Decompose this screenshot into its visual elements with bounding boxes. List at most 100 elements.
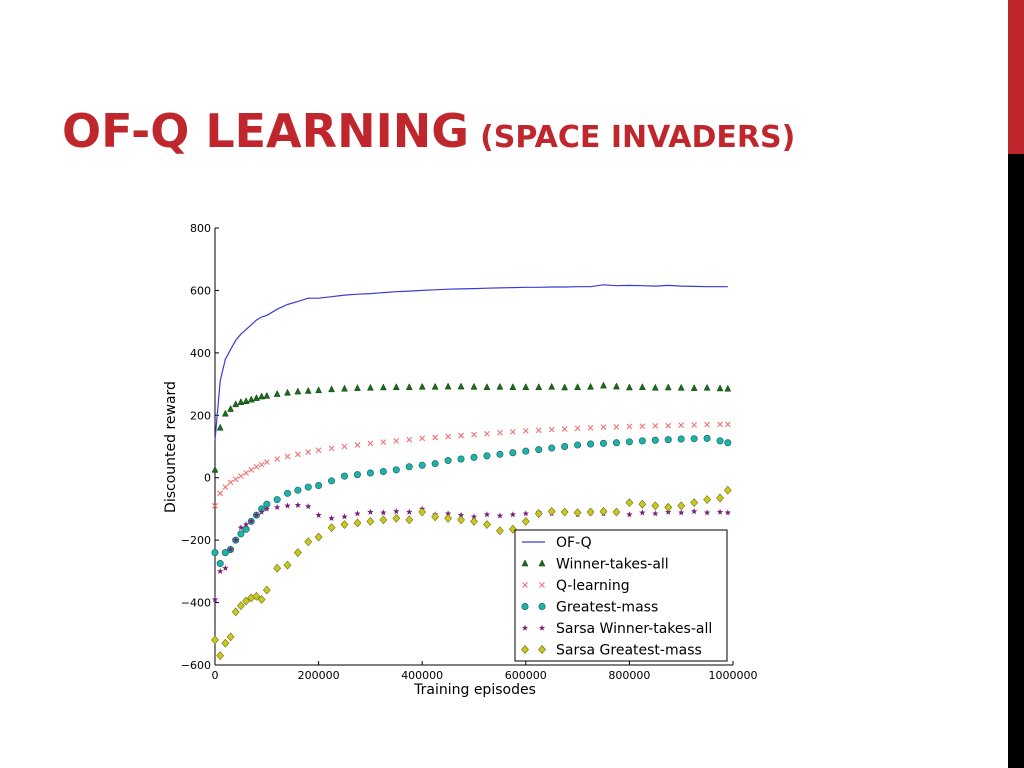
data-point-sarsa-greatest-mass — [211, 635, 219, 645]
data-point-winner-takes-all — [418, 382, 426, 390]
data-point-winner-takes-all — [625, 383, 633, 391]
data-point-winner-takes-all — [237, 398, 245, 405]
data-point-sarsa-winner-takes-all — [509, 511, 516, 518]
data-point-sarsa-greatest-mass — [716, 493, 724, 503]
data-point-greatest-mass — [418, 461, 426, 469]
data-point-sarsa-winner-takes-all — [328, 514, 335, 521]
data-point-sarsa-winner-takes-all — [724, 509, 731, 516]
data-point-winner-takes-all — [509, 383, 517, 390]
data-point-q-learning — [535, 427, 542, 434]
data-point-sarsa-winner-takes-all — [406, 508, 413, 515]
data-point-sarsa-greatest-mass — [242, 596, 250, 606]
legend-box — [514, 529, 728, 662]
data-point-sarsa-greatest-mass — [560, 507, 569, 517]
data-point-winner-takes-all — [457, 382, 465, 390]
data-point-sarsa-winner-takes-all — [242, 521, 250, 528]
slide-title: OF-Q LEARNING (SPACE INVADERS) — [62, 104, 795, 158]
data-point-winner-takes-all — [522, 383, 530, 390]
data-point-greatest-mass — [211, 549, 219, 557]
data-point-sarsa-winner-takes-all — [227, 546, 234, 553]
y-tick-label: −400 — [181, 597, 211, 610]
data-point-greatest-mass — [470, 453, 478, 461]
data-point-winner-takes-all — [405, 383, 413, 390]
data-point-sarsa-winner-takes-all — [237, 524, 245, 531]
data-point-sarsa-greatest-mass — [664, 502, 673, 512]
data-point-winner-takes-all — [470, 382, 478, 390]
data-point-sarsa-greatest-mass — [340, 520, 349, 529]
data-point-sarsa-greatest-mass — [237, 601, 245, 611]
data-point-winner-takes-all — [366, 383, 374, 391]
data-point-q-learning — [227, 479, 234, 486]
data-point-sarsa-greatest-mass — [405, 515, 414, 525]
data-point-sarsa-greatest-mass — [723, 485, 732, 495]
data-point-greatest-mass — [690, 435, 698, 443]
data-point-sarsa-winner-takes-all — [222, 564, 229, 571]
data-point-greatest-mass — [496, 450, 504, 458]
data-point-q-learning — [380, 439, 387, 446]
data-point-sarsa-greatest-mass — [638, 499, 647, 509]
data-point-greatest-mass — [457, 455, 465, 463]
data-point-sarsa-greatest-mass — [216, 651, 225, 661]
data-point-sarsa-winner-takes-all — [380, 509, 387, 516]
data-point-winner-takes-all — [638, 383, 646, 390]
data-point-sarsa-greatest-mass — [273, 563, 282, 573]
data-point-greatest-mass — [561, 443, 569, 451]
data-point-q-learning — [253, 463, 260, 470]
data-point-greatest-mass — [535, 446, 543, 454]
data-point-greatest-mass — [304, 483, 312, 491]
data-point-q-learning — [574, 425, 581, 432]
data-point-q-learning — [724, 421, 731, 428]
chart-plot-area — [211, 284, 732, 661]
data-point-q-learning — [406, 436, 413, 443]
data-point-greatest-mass — [651, 436, 659, 444]
data-point-greatest-mass — [716, 437, 724, 445]
data-point-greatest-mass — [341, 472, 349, 480]
data-point-sarsa-winner-takes-all — [284, 502, 291, 509]
data-point-sarsa-winner-takes-all — [341, 513, 348, 520]
data-point-sarsa-greatest-mass — [457, 515, 465, 525]
data-point-winner-takes-all — [600, 381, 607, 389]
data-point-sarsa-greatest-mass — [252, 591, 261, 601]
data-point-winner-takes-all — [664, 383, 672, 391]
data-point-sarsa-winner-takes-all — [305, 503, 312, 510]
data-point-q-learning — [305, 449, 312, 456]
data-point-sarsa-greatest-mass — [586, 507, 595, 517]
data-point-q-learning — [691, 422, 698, 428]
data-point-sarsa-greatest-mass — [470, 516, 478, 526]
x-tick-label: 600000 — [505, 669, 547, 682]
y-tick-label: −200 — [181, 534, 211, 547]
data-point-q-learning — [678, 422, 685, 429]
legend-label-sarsa-greatest-mass: Sarsa Greatest-mass — [556, 643, 702, 659]
data-point-sarsa-winner-takes-all — [253, 511, 260, 518]
data-point-greatest-mass — [625, 438, 633, 446]
data-point-winner-takes-all — [496, 382, 504, 390]
legend-label-q-learning: Q-learning — [556, 578, 630, 594]
legend-label-winner-takes-all: Winner-takes-all — [556, 557, 669, 573]
data-point-winner-takes-all — [587, 382, 594, 390]
legend-label-of-q: OF-Q — [556, 535, 592, 551]
data-point-greatest-mass — [221, 549, 229, 557]
x-tick-label: 1000000 — [709, 669, 758, 682]
data-point-q-learning — [238, 473, 244, 480]
data-point-sarsa-greatest-mass — [283, 560, 292, 570]
data-point-sarsa-greatest-mass — [366, 516, 375, 526]
data-point-greatest-mass — [509, 449, 517, 457]
data-point-winner-takes-all — [392, 383, 400, 390]
data-point-winner-takes-all — [444, 382, 452, 390]
data-point-sarsa-greatest-mass — [226, 632, 235, 642]
data-point-q-learning — [294, 451, 301, 458]
data-point-sarsa-greatest-mass — [231, 607, 240, 617]
data-point-sarsa-winner-takes-all — [258, 508, 265, 515]
data-point-q-learning — [471, 431, 477, 438]
data-point-winner-takes-all — [703, 383, 711, 391]
data-point-greatest-mass — [294, 486, 302, 494]
data-point-sarsa-winner-takes-all — [691, 508, 698, 515]
chart-legend: OF-Q Winner-takes-all Q-learning Greatest-m… — [514, 529, 728, 662]
x-tick-label: 800000 — [608, 669, 650, 682]
data-point-q-learning — [393, 437, 400, 444]
data-point-winner-takes-all — [232, 400, 240, 408]
data-point-q-learning — [717, 421, 723, 428]
data-point-sarsa-winner-takes-all — [639, 509, 646, 516]
data-point-sarsa-winner-takes-all — [232, 536, 239, 543]
data-point-sarsa-winner-takes-all — [211, 596, 219, 603]
